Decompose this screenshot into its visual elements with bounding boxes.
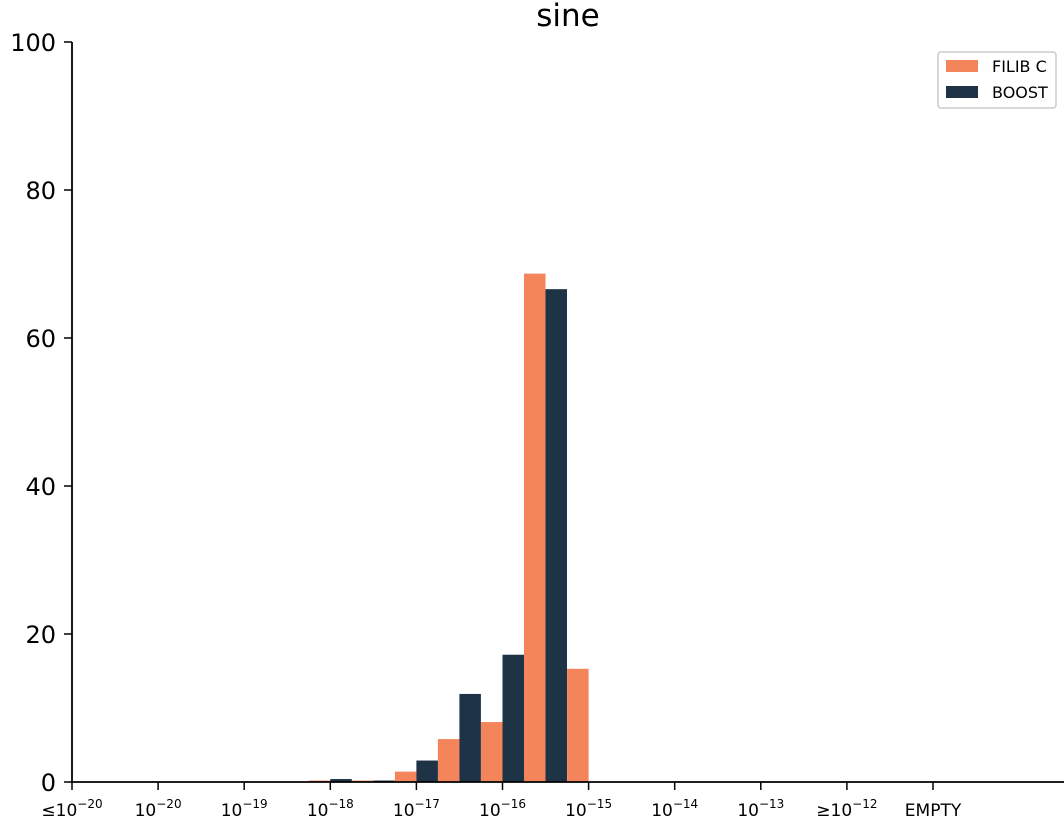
legend-swatch: [946, 60, 978, 72]
x-tick-label: 10−15: [565, 797, 612, 821]
legend: FILIB C BOOST: [937, 51, 1057, 109]
bars-group: [308, 273, 589, 782]
x-tick-label: 10−14: [651, 797, 698, 821]
y-tick-label: 80: [25, 177, 56, 205]
y-tick-label: 40: [25, 473, 56, 501]
legend-label: BOOST: [992, 83, 1048, 102]
x-tick-label: 10−16: [479, 797, 526, 821]
bar-filib-c-4-b: [437, 739, 460, 782]
x-tick-label: 10−18: [307, 797, 354, 821]
axes-group: 0 20 40 60 80 100 ≤10−20 10−20 10−19 10−18 10−17 10…: [10, 29, 1064, 821]
bar-filib-c-5-b: [524, 273, 546, 782]
legend-swatch: [946, 86, 978, 98]
x-tick-label: 10−20: [135, 797, 182, 821]
bar-filib-c-6-a: [567, 668, 589, 782]
x-tick-label: ≥10−12: [816, 797, 877, 821]
x-tick-label: EMPTY: [905, 801, 962, 821]
y-tick-label: 100: [10, 29, 56, 57]
x-tick-label: ≤10−20: [41, 797, 102, 821]
y-tick-label: 60: [25, 325, 56, 353]
bar-boost-5-b: [545, 289, 567, 782]
bar-boost-3-a: [330, 779, 352, 782]
y-tick-label: 0: [41, 769, 56, 797]
x-tick-label: 10−13: [737, 797, 784, 821]
y-tick-label: 20: [25, 621, 56, 649]
x-tick-label: 10−19: [221, 797, 268, 821]
chart-title: sine: [536, 0, 599, 34]
legend-label: FILIB C: [992, 57, 1047, 76]
x-tick-label: 10−17: [393, 797, 440, 821]
bar-boost-4-a: [416, 760, 438, 782]
bar-filib-c-4-a: [394, 771, 417, 782]
bar-boost-5-a: [502, 654, 524, 782]
bar-filib-c-5-a: [481, 722, 503, 782]
bar-boost-4-b: [459, 693, 481, 782]
